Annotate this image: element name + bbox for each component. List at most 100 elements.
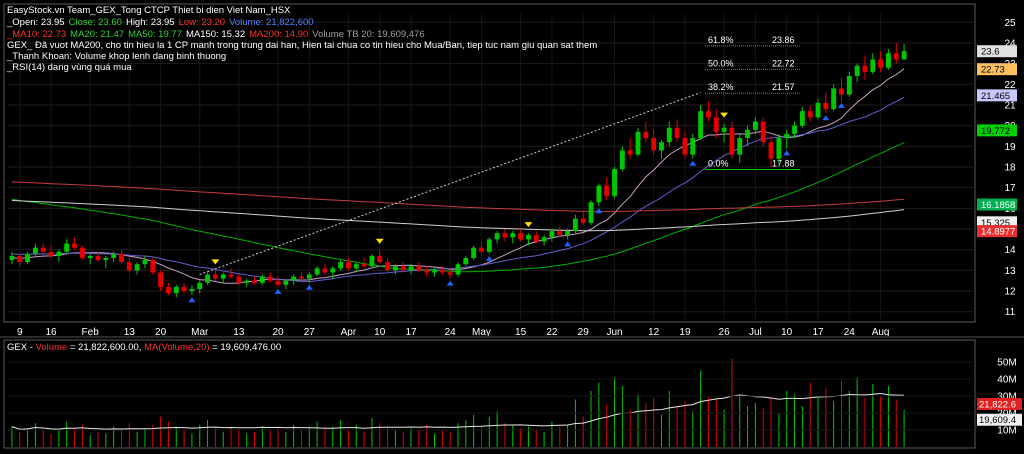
candle-up bbox=[698, 111, 704, 139]
volume-tick-label: 30M bbox=[997, 392, 1016, 403]
candle-up bbox=[792, 125, 797, 134]
date-tick-label: 24 bbox=[445, 327, 457, 338]
candle-up bbox=[306, 274, 312, 279]
fib-value-label: 23.86 bbox=[772, 35, 795, 45]
date-tick-label: Aug bbox=[872, 327, 890, 338]
price-badge-label: 14.8977 bbox=[981, 227, 1015, 238]
buy-signal-marker bbox=[485, 255, 493, 261]
candle-down bbox=[267, 276, 273, 281]
date-tick-label: 29 bbox=[578, 327, 590, 338]
volume-ma-line bbox=[11, 392, 905, 430]
candle-down bbox=[439, 270, 445, 273]
price-tick-label: 12 bbox=[1004, 287, 1016, 298]
candle-down bbox=[119, 253, 124, 263]
candle-down bbox=[72, 243, 77, 248]
candle-down bbox=[479, 247, 484, 252]
candle-down bbox=[674, 127, 680, 139]
candle-up bbox=[142, 260, 148, 265]
candle-down bbox=[158, 272, 164, 287]
candle-down bbox=[212, 274, 218, 279]
volume-badge bbox=[977, 397, 1022, 410]
candle-up bbox=[526, 235, 531, 240]
sell-signal-marker bbox=[375, 238, 384, 244]
date-tick-label: 22 bbox=[546, 327, 558, 338]
fib-pct-label: 61.8% bbox=[708, 35, 734, 45]
candle-up bbox=[244, 280, 250, 283]
buy-signal-marker bbox=[837, 102, 845, 108]
candle-up bbox=[596, 185, 602, 203]
candle-up bbox=[690, 138, 696, 155]
candle-up bbox=[189, 288, 195, 292]
candle-up bbox=[486, 239, 492, 252]
price-badge bbox=[977, 89, 1017, 102]
date-tick-label: 9 bbox=[17, 327, 23, 338]
candle-up bbox=[471, 247, 477, 258]
candle-down bbox=[682, 138, 688, 155]
price-tick-label: 11 bbox=[1005, 307, 1016, 318]
fib-value-label: 21.57 bbox=[772, 82, 795, 92]
candle-up bbox=[463, 257, 469, 265]
date-tick-label: 10 bbox=[374, 327, 386, 338]
date-tick-label: 13 bbox=[233, 327, 245, 338]
fib-pct-label: 38.2% bbox=[708, 82, 734, 92]
price-header: EasyStock.vn Team_GEX_Tong CTCP Thiet bi… bbox=[6, 5, 597, 73]
candle-up bbox=[745, 129, 750, 139]
candle-up bbox=[134, 264, 140, 271]
date-tick-label: 27 bbox=[304, 327, 316, 338]
candle-down bbox=[385, 262, 390, 271]
candle-down bbox=[893, 53, 899, 60]
candle-down bbox=[651, 138, 657, 151]
candle-up bbox=[338, 262, 344, 269]
trendline bbox=[199, 92, 701, 275]
candle-up bbox=[659, 142, 664, 151]
candle-up bbox=[25, 253, 30, 263]
candle-up bbox=[666, 127, 672, 143]
candle-down bbox=[48, 251, 54, 256]
candle-down bbox=[768, 142, 774, 159]
candle-down bbox=[166, 286, 171, 294]
candle-down bbox=[447, 272, 453, 275]
candle-up bbox=[330, 268, 336, 273]
ma150-line bbox=[11, 200, 905, 232]
candle-down bbox=[823, 102, 829, 110]
fibonacci-levels: 61.8% 23.86 50.0% 22.72 38.2% 21.57 0.0% 17.88 bbox=[705, 35, 800, 170]
candle-down bbox=[322, 268, 328, 273]
candle-down bbox=[862, 65, 868, 72]
date-tick-label: Mar bbox=[191, 327, 209, 338]
price-tick-label: 13 bbox=[1004, 266, 1016, 277]
volume-header: GEX - Volume = 21,822,600.00, MA(Volume,… bbox=[7, 342, 281, 353]
candle-up bbox=[283, 280, 289, 285]
candle-down bbox=[424, 270, 430, 273]
date-tick-label: Apr bbox=[341, 327, 357, 338]
candle-up bbox=[549, 231, 555, 238]
candle-up bbox=[619, 150, 625, 170]
date-tick-label: 17 bbox=[812, 327, 824, 338]
candle-up bbox=[32, 247, 38, 254]
volume-ma20-line bbox=[11, 392, 905, 430]
buy-signal-marker bbox=[564, 241, 572, 247]
candle-up bbox=[510, 233, 516, 238]
comment-line-2: _Thanh Khoan: Volume khop lenh dang binh… bbox=[6, 51, 226, 62]
price-badge bbox=[977, 198, 1017, 211]
candle-down bbox=[557, 231, 563, 236]
price-tick-label: 21 bbox=[1004, 100, 1016, 111]
candle-down bbox=[95, 255, 101, 261]
price-tick-label: 25 bbox=[1004, 18, 1016, 29]
date-tick-label: 16 bbox=[45, 327, 57, 338]
ohlcv-line: _Open: 23.95 Close: 23.60 High: 23.95 Low: … bbox=[6, 17, 314, 28]
candle-down bbox=[252, 280, 257, 283]
candle-up bbox=[565, 231, 570, 236]
signal-markers bbox=[188, 102, 845, 303]
price-tick-label: 18 bbox=[1004, 163, 1016, 174]
buy-signal-marker bbox=[274, 288, 282, 294]
chart-title: EasyStock.vn Team_GEX_Tong CTCP Thiet bi… bbox=[7, 5, 291, 16]
candle-up bbox=[541, 237, 547, 242]
candle-up bbox=[886, 53, 891, 68]
sell-signal-marker bbox=[211, 259, 220, 265]
buy-signal-marker bbox=[446, 280, 454, 286]
candle-down bbox=[760, 121, 766, 143]
candle-down bbox=[502, 233, 508, 238]
date-tick-label: 20 bbox=[272, 327, 284, 338]
candle-up bbox=[588, 202, 594, 223]
buy-signal-marker bbox=[822, 115, 830, 121]
